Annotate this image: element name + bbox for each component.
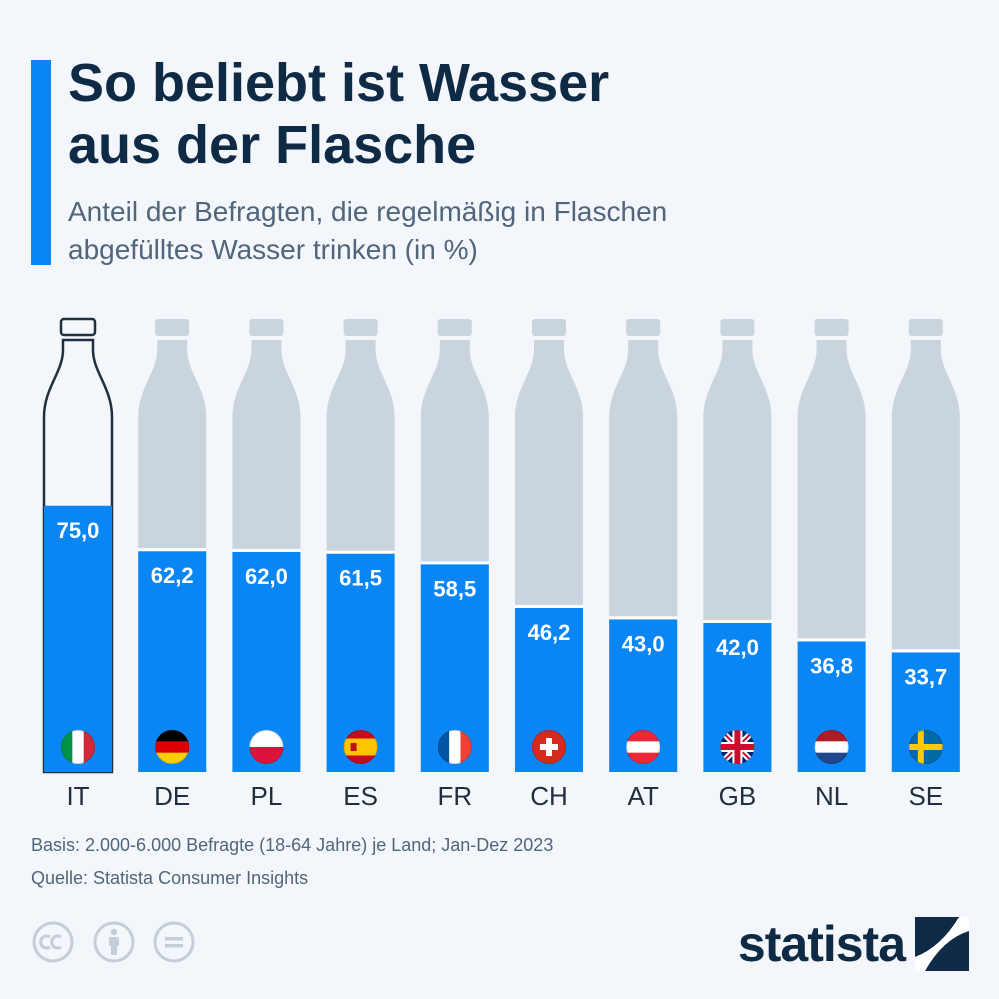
chart-subtitle: Anteil der Befragten, die regelmäßig in …: [68, 196, 668, 265]
bottle-cap: [720, 319, 755, 336]
bottle-at: 43,0 AT: [609, 319, 678, 811]
value-label: 33,7: [904, 664, 947, 689]
no-derivatives-icon[interactable]: [152, 920, 196, 964]
flag-pl-icon: [249, 730, 284, 764]
bottle-cap: [437, 319, 472, 336]
fill-line: [420, 561, 489, 565]
category-label: AT: [628, 781, 659, 811]
flag-es-icon: [343, 730, 378, 764]
flag-fr-icon: [437, 730, 472, 764]
bottle-cap: [343, 319, 378, 336]
category-label: NL: [815, 781, 848, 811]
category-label: SE: [908, 781, 943, 811]
basis-note: Basis: 2.000-6.000 Befragte (18-64 Jahre…: [31, 835, 554, 855]
bottle-pl: 62,0 PL: [232, 319, 301, 811]
bottle-gb: 42,0 GB: [703, 319, 772, 811]
bottle-cap: [249, 319, 284, 336]
statista-logo[interactable]: statista: [738, 912, 969, 976]
category-label: CH: [530, 781, 568, 811]
flag-de-icon: [155, 730, 190, 764]
bottle-cap: [626, 319, 661, 336]
logo-wordmark: statista: [737, 916, 906, 972]
value-label: 58,5: [433, 576, 476, 601]
flag-it-icon: [61, 730, 95, 764]
fill-line: [138, 548, 207, 552]
bar-it: [44, 505, 112, 772]
bottle-cap: [59, 317, 97, 337]
category-label: IT: [66, 781, 89, 811]
category-label: GB: [719, 781, 757, 811]
value-label: 46,2: [528, 620, 571, 645]
statista-mark-icon: [915, 917, 969, 971]
accent-bar: [31, 60, 51, 265]
bottle-bar-chart: 75,0 IT 62,2 DE 62,0 PL 61,5 ES 58,5 FR 46,2 CH 43,0…: [42, 317, 960, 811]
bottle-it: 75,0 IT: [42, 317, 114, 811]
value-label: 61,5: [339, 566, 382, 591]
fill-line: [703, 619, 772, 623]
flag-nl-icon: [814, 730, 849, 764]
bottle-cap: [532, 319, 566, 336]
bottle-se: 33,7 SE: [891, 319, 960, 811]
bottle-ch: 46,2 CH: [515, 319, 583, 811]
category-label: PL: [250, 781, 282, 811]
flag-se-icon: [908, 730, 943, 764]
value-label: 43,0: [622, 631, 665, 656]
category-label: FR: [437, 781, 472, 811]
bottle-de: 62,2 DE: [138, 319, 207, 811]
value-label: 36,8: [810, 653, 853, 678]
attribution-icon[interactable]: [92, 920, 136, 964]
fill-line: [891, 649, 960, 653]
flag-at-icon: [626, 730, 661, 764]
fill-line: [232, 548, 301, 552]
value-label: 62,2: [151, 563, 194, 588]
creative-commons-icon[interactable]: [31, 920, 75, 964]
value-label: 75,0: [57, 518, 100, 543]
bottle-es: 61,5 ES: [326, 319, 395, 811]
category-label: DE: [154, 781, 190, 811]
bottle-cap: [155, 319, 190, 336]
fill-line: [515, 604, 583, 608]
value-label: 42,0: [716, 635, 759, 660]
category-label: ES: [343, 781, 378, 811]
source-note: Quelle: Statista Consumer Insights: [31, 868, 309, 888]
flag-ch-icon: [532, 730, 566, 764]
fill-line: [609, 616, 678, 620]
bottle-nl: 36,8 NL: [797, 319, 866, 811]
bottle-fr: 58,5 FR: [420, 319, 489, 811]
value-label: 62,0: [245, 564, 288, 589]
fill-line: [797, 638, 866, 642]
flag-gb-icon: [720, 730, 755, 764]
bottle-cap: [908, 319, 943, 336]
chart-title: So beliebt ist Wasser aus der Flasche: [68, 53, 610, 175]
fill-line: [326, 550, 395, 554]
bottle-cap: [814, 319, 849, 336]
